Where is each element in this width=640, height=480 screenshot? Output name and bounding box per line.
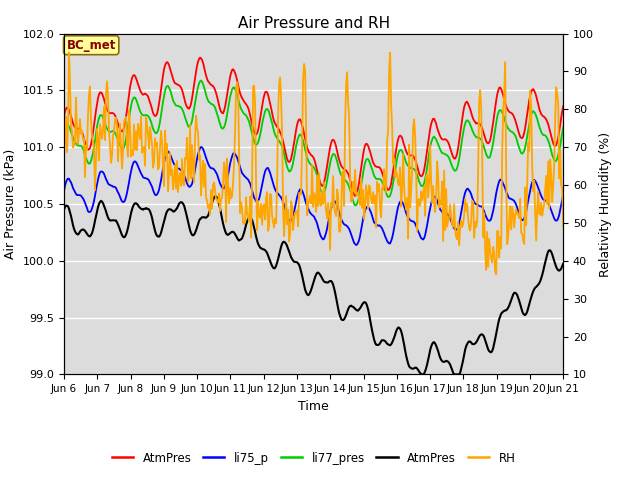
Text: BC_met: BC_met bbox=[67, 39, 116, 52]
X-axis label: Time: Time bbox=[298, 400, 329, 413]
Legend: AtmPres, li75_p, li77_pres, AtmPres, RH: AtmPres, li75_p, li77_pres, AtmPres, RH bbox=[107, 447, 520, 469]
Title: Air Pressure and RH: Air Pressure and RH bbox=[237, 16, 390, 31]
Y-axis label: Air Pressure (kPa): Air Pressure (kPa) bbox=[4, 149, 17, 259]
Y-axis label: Relativity Humidity (%): Relativity Humidity (%) bbox=[600, 132, 612, 276]
